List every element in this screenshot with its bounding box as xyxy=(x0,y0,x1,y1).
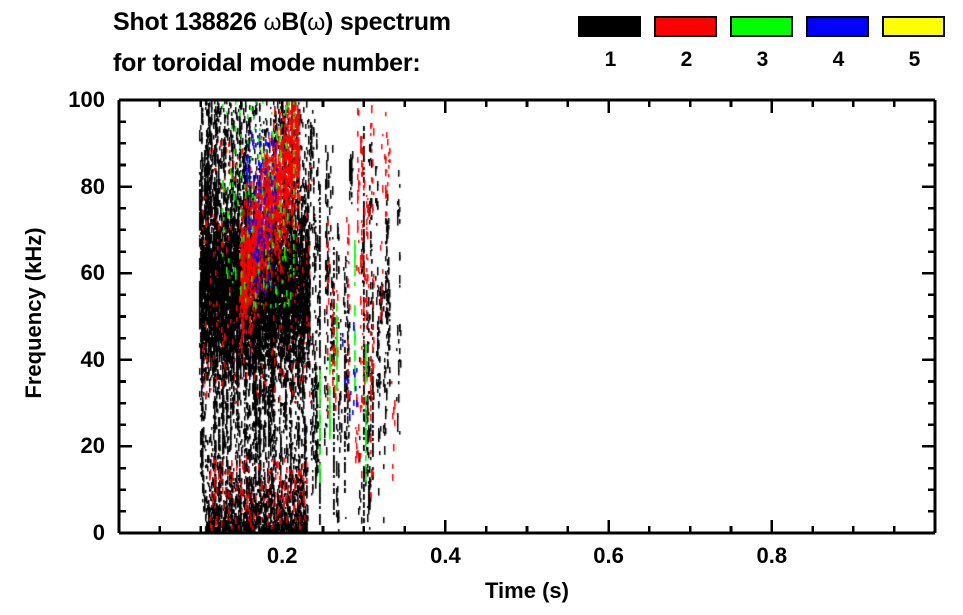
legend-swatch-mode-n4 xyxy=(806,16,869,37)
legend: 1 2 3 4 5 xyxy=(578,16,956,86)
legend-label-2: 2 xyxy=(680,48,693,71)
plot-area: 0.2 0.4 0.6 0.8 0 20 40 60 80 100 xyxy=(68,87,937,568)
title-shot-text: Shot 138826 xyxy=(113,8,264,36)
figure-title-line-1: Shot 138826 ωB(ω) spectrum xyxy=(113,8,451,37)
y-tick-label-20: 20 xyxy=(80,433,105,459)
legend-swatch-mode-n1 xyxy=(578,16,641,37)
omega-symbol-2: ω xyxy=(307,9,325,35)
title-b-text: B( xyxy=(281,8,308,36)
x-tick-label-0.2: 0.2 xyxy=(266,543,298,568)
legend-swatch-mode-n5 xyxy=(882,16,945,37)
spectrogram-data-canvas xyxy=(119,100,935,533)
x-tick-label-0.8: 0.8 xyxy=(756,543,788,568)
x-axis-label: Time (s) xyxy=(485,578,569,603)
y-tick-label-100: 100 xyxy=(68,87,105,112)
omega-symbol-1: ω xyxy=(263,9,282,35)
legend-label-1: 1 xyxy=(604,48,617,71)
y-tick-label-0: 0 xyxy=(92,520,105,545)
legend-item-1[interactable]: 1 xyxy=(578,16,643,70)
y-tick-label-80: 80 xyxy=(80,173,105,199)
x-tick-label-0.4: 0.4 xyxy=(430,543,461,568)
legend-item-2[interactable]: 2 xyxy=(654,16,719,70)
x-tick-label-0.6: 0.6 xyxy=(593,543,624,568)
title-spectrum-text: ) spectrum xyxy=(324,8,451,36)
legend-swatch-mode-n2 xyxy=(654,16,717,37)
y-tick-label-40: 40 xyxy=(80,346,105,372)
legend-item-5[interactable]: 5 xyxy=(882,16,947,70)
legend-swatch-mode-n3 xyxy=(730,16,793,37)
legend-label-3: 3 xyxy=(756,48,769,71)
figure-title-line-2: for toroidal mode number: xyxy=(113,49,421,77)
legend-item-3[interactable]: 3 xyxy=(730,16,795,70)
legend-label-4: 4 xyxy=(832,48,845,71)
legend-label-5: 5 xyxy=(908,48,921,71)
axis-frame xyxy=(117,98,937,535)
y-tick-label-60: 60 xyxy=(80,260,105,286)
y-axis-label: Frequency (kHz) xyxy=(21,227,46,399)
legend-item-4[interactable]: 4 xyxy=(806,16,871,70)
